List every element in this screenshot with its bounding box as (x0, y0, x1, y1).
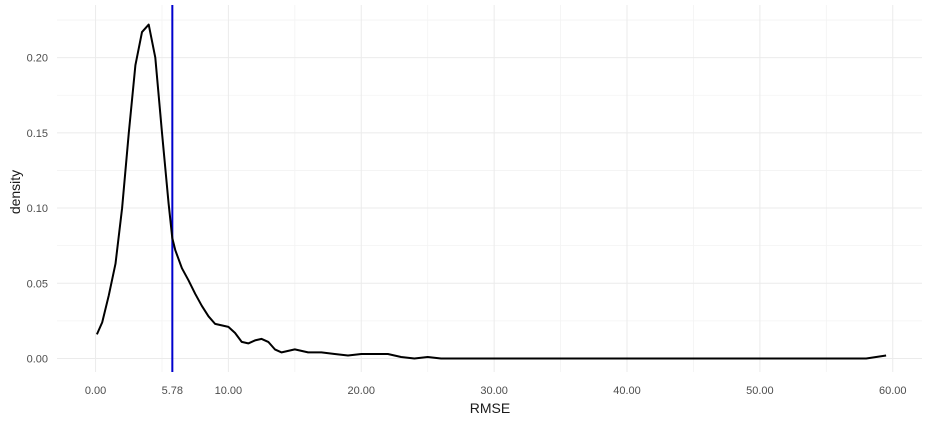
x-tick-label: 50.00 (746, 385, 774, 397)
x-tick-label: 5.78 (162, 385, 183, 397)
y-tick-label: 0.20 (27, 53, 48, 65)
x-tick-label: 0.00 (85, 385, 106, 397)
x-tick-label: 10.00 (215, 385, 243, 397)
series-layer (95, 23, 887, 360)
y-axis-title: density (7, 170, 23, 214)
x-tick-label: 60.00 (879, 385, 907, 397)
y-tick-label: 0.05 (27, 278, 48, 290)
y-tick-labels: 0.00 0.05 0.10 0.15 0.20 (27, 53, 48, 366)
x-axis-title: RMSE (470, 400, 510, 416)
y-tick-label: 0.10 (27, 203, 48, 215)
y-tick-label: 0.15 (27, 128, 48, 140)
y-tick-label: 0.00 (27, 353, 48, 365)
x-tick-label: 30.00 (480, 385, 508, 397)
density-curve (95, 23, 887, 360)
x-tick-label: 20.00 (348, 385, 376, 397)
x-tick-label: 40.00 (613, 385, 641, 397)
x-tick-labels: 0.00 5.78 10.00 20.00 30.00 40.00 50.00 60.00 (85, 385, 907, 397)
grid-lines (57, 5, 922, 372)
